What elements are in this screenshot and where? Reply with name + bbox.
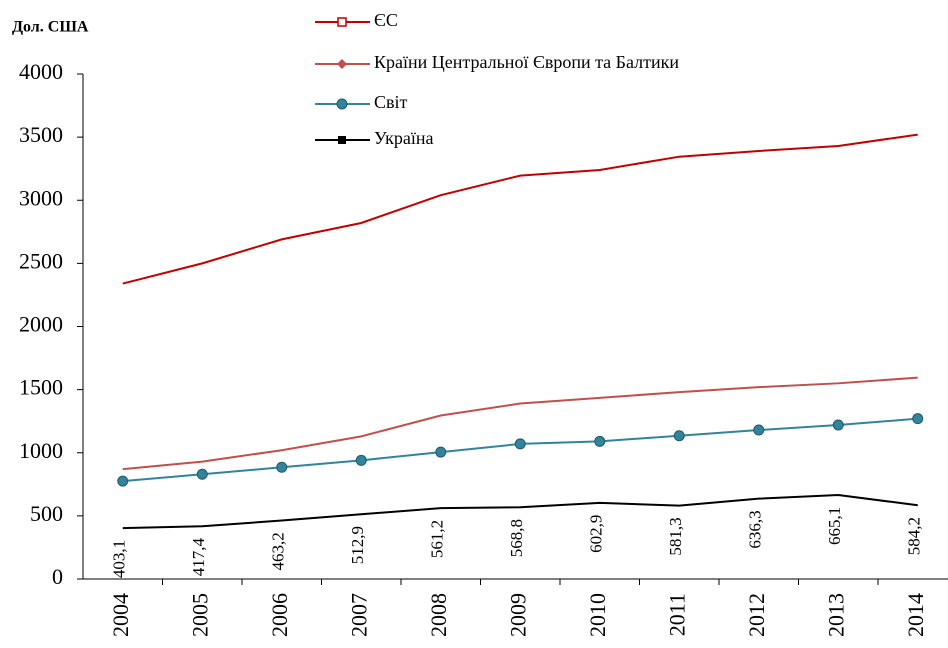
legend-label: ЄС bbox=[374, 10, 398, 30]
y-axis-label: Дол. США bbox=[12, 19, 89, 36]
series-line bbox=[122, 417, 918, 483]
y-tick-label: 3500 bbox=[19, 122, 63, 147]
x-tick-label: 2004 bbox=[108, 593, 133, 637]
data-label: 568,8 bbox=[507, 519, 526, 557]
data-label: 584,2 bbox=[905, 517, 924, 555]
point bbox=[355, 454, 367, 466]
y-tick-label: 1000 bbox=[19, 438, 63, 463]
legend-label: Країни Центральної Європи та Балтики bbox=[374, 52, 679, 72]
point bbox=[912, 413, 924, 425]
x-tick-label: 2005 bbox=[187, 593, 212, 637]
x-tick-label: 2009 bbox=[505, 593, 530, 637]
y-tick-label: 2500 bbox=[19, 248, 63, 273]
series-line bbox=[122, 376, 918, 471]
point bbox=[832, 419, 844, 431]
data-label: 463,2 bbox=[269, 532, 288, 570]
point bbox=[435, 446, 447, 458]
point bbox=[673, 430, 685, 442]
data-label: 512,9 bbox=[348, 526, 367, 564]
data-label: 417,4 bbox=[189, 538, 208, 577]
data-label: 602,9 bbox=[587, 515, 606, 553]
series-line bbox=[122, 133, 918, 285]
y-tick-label: 2000 bbox=[19, 312, 63, 337]
x-tick-label: 2013 bbox=[823, 593, 848, 637]
x-tick-label: 2008 bbox=[426, 593, 451, 637]
legend-marker bbox=[336, 98, 348, 110]
point bbox=[196, 468, 208, 480]
y-tick-label: 500 bbox=[30, 501, 63, 526]
y-tick-label: 4000 bbox=[19, 59, 63, 84]
data-label: 561,2 bbox=[428, 520, 447, 558]
x-tick-label: 2012 bbox=[744, 593, 769, 637]
y-tick-label: 1500 bbox=[19, 375, 63, 400]
point bbox=[594, 435, 606, 447]
point bbox=[514, 438, 526, 450]
data-label: 581,3 bbox=[666, 517, 685, 555]
x-tick-label: 2011 bbox=[664, 593, 689, 636]
y-tick-label: 3000 bbox=[19, 185, 63, 210]
data-label: 636,3 bbox=[746, 510, 765, 548]
legend-label: Світ bbox=[374, 92, 408, 112]
legend-marker bbox=[337, 17, 347, 27]
legend-label: Україна bbox=[374, 128, 434, 148]
x-tick-label: 2010 bbox=[585, 593, 610, 637]
series-line bbox=[122, 494, 918, 530]
x-tick-label: 2007 bbox=[346, 593, 371, 637]
legend-marker bbox=[338, 136, 346, 144]
point bbox=[753, 424, 765, 436]
point bbox=[276, 461, 288, 473]
data-label: 403,1 bbox=[110, 540, 129, 578]
legend-marker bbox=[337, 59, 347, 69]
data-label: 665,1 bbox=[825, 507, 844, 545]
x-tick-label: 2006 bbox=[267, 593, 292, 637]
point bbox=[117, 475, 129, 487]
y-tick-label: 0 bbox=[52, 564, 63, 589]
x-tick-label: 2014 bbox=[903, 593, 928, 637]
